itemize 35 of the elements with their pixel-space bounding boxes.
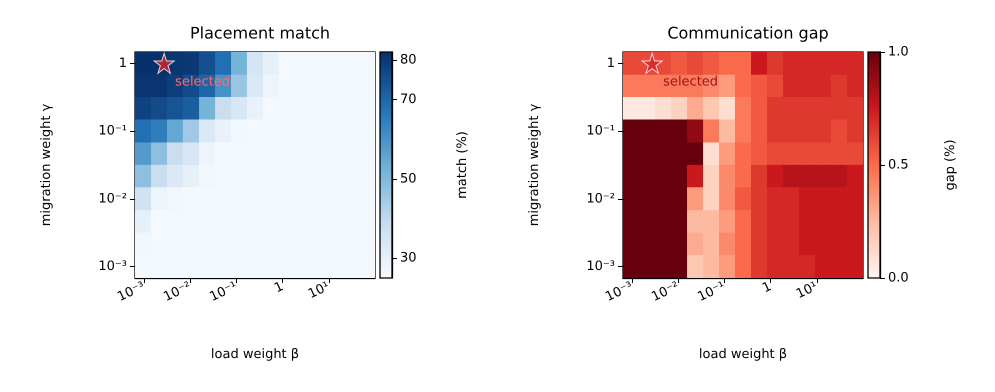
x-tick-label: 1 — [760, 279, 774, 296]
annotation: selected — [663, 74, 718, 90]
x-tick-label: 10⁻¹ — [695, 279, 728, 305]
x-tick-label: 10¹ — [306, 279, 332, 302]
x-tick-label: 1 — [272, 279, 286, 296]
y-tick-label: 10⁻¹ — [98, 124, 127, 139]
chart-title: Communication gap — [667, 24, 829, 42]
x-tick-label: 10⁻³ — [115, 279, 148, 305]
color-bar-label: 30 — [400, 250, 417, 266]
y-tick-label: 10⁻³ — [98, 259, 127, 274]
y-tick-label: 1 — [118, 56, 127, 71]
color-bar-label: 0.0 — [888, 270, 909, 286]
color-bar-title: gap (%) — [943, 139, 958, 191]
y-tick-label: 10⁻¹ — [586, 124, 615, 139]
y-tick-label: 10⁻³ — [586, 259, 615, 274]
x-tick-label: 10⁻² — [649, 279, 682, 305]
y-tick-label: 1 — [606, 56, 615, 71]
x-tick-label: 10⁻¹ — [207, 279, 240, 305]
x-axis-title: load weight β — [698, 347, 788, 362]
y-axis-title: migration weight γ — [527, 103, 542, 226]
annotation: selected — [175, 74, 230, 90]
chart-title: Placement match — [190, 24, 330, 42]
x-tick-label: 10⁻³ — [603, 279, 636, 305]
y-tick-label: 10⁻² — [586, 191, 615, 206]
color-bar-label: 50 — [400, 171, 417, 186]
color-bar-label: 70 — [400, 92, 417, 108]
color-bar-label: 1.0 — [888, 44, 909, 60]
color-bar-label: 0.5 — [888, 158, 909, 172]
x-axis-title: load weight β — [210, 347, 300, 362]
y-tick-label: 10⁻² — [98, 191, 127, 206]
color-bar-title: match (%) — [455, 131, 470, 199]
x-tick-label: 10⁻² — [161, 279, 194, 305]
color-bar-label: 80 — [400, 52, 417, 68]
y-axis-title: migration weight γ — [39, 103, 54, 226]
x-tick-label: 10¹ — [794, 279, 820, 302]
